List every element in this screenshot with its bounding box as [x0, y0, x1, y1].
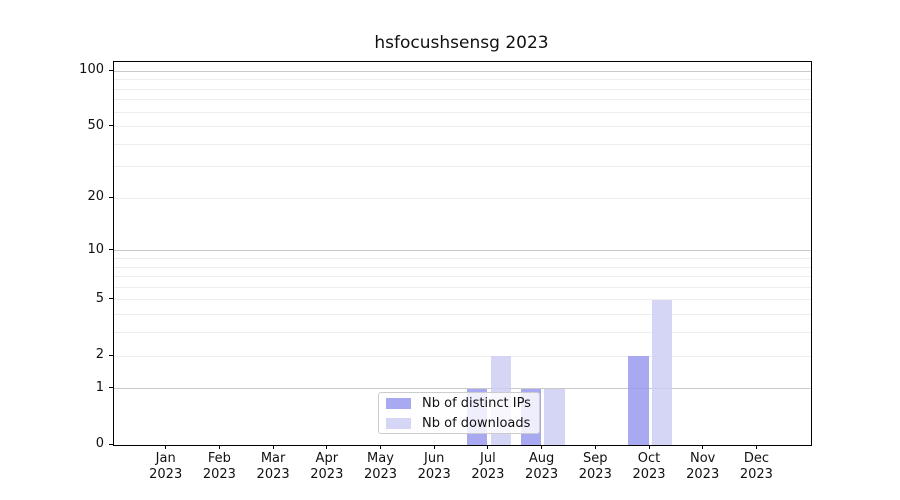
legend-label: Nb of distinct IPs [422, 395, 531, 411]
gridline-minor [114, 197, 811, 199]
x-tick-label: Apr 2023 [299, 451, 355, 483]
x-tick-mark [594, 445, 596, 449]
x-tick-label: Aug 2023 [514, 451, 570, 483]
legend: Nb of distinct IPs Nb of downloads [378, 392, 540, 434]
x-tick-mark [165, 445, 167, 449]
x-tick-month: Nov [690, 451, 716, 466]
y-tick-label: 2 [95, 347, 104, 362]
bar-distinct-ips [628, 356, 649, 445]
x-tick-mark [702, 445, 704, 449]
x-tick-label: Dec 2023 [728, 451, 784, 483]
x-tick-label: Nov 2023 [675, 451, 731, 483]
gridline-major [114, 70, 811, 72]
x-tick-month: Apr [315, 451, 339, 466]
chart-title: hsfocushsensg 2023 [374, 33, 549, 53]
x-tick-year: 2023 [202, 467, 236, 482]
x-tick-mark [433, 445, 435, 449]
y-tick-mark [109, 387, 113, 389]
x-tick-mark [541, 445, 543, 449]
x-tick-year: 2023 [578, 467, 612, 482]
y-tick-mark [109, 354, 113, 356]
gridline-minor [114, 286, 811, 288]
gridline-minor [114, 332, 811, 334]
gridline-minor [114, 355, 811, 357]
x-tick-month: Jan [155, 451, 176, 466]
gridline-major [114, 250, 811, 252]
x-tick-mark [648, 445, 650, 449]
gridline-minor [114, 111, 811, 113]
x-tick-mark [755, 445, 757, 449]
y-tick-mark [109, 125, 113, 127]
legend-item: Nb of downloads [386, 415, 539, 431]
x-tick-month: Dec [743, 451, 769, 466]
x-tick-month: Oct [637, 451, 661, 466]
legend-swatch-downloads [386, 417, 411, 429]
y-tick-mark [109, 69, 113, 71]
x-tick-month: Sep [583, 451, 608, 466]
x-tick-label: Jun 2023 [406, 451, 462, 483]
gridline-minor [114, 166, 811, 168]
y-tick-mark [109, 196, 113, 198]
gridline-minor [114, 299, 811, 301]
bar-downloads [544, 388, 565, 445]
y-tick-label: 10 [87, 241, 104, 257]
x-tick-year: 2023 [471, 467, 505, 482]
x-tick-year: 2023 [256, 467, 290, 482]
x-tick-mark [487, 445, 489, 449]
x-tick-month: Jun [424, 451, 445, 466]
gridline-minor [114, 143, 811, 145]
bar-downloads [651, 299, 673, 445]
x-tick-year: 2023 [310, 467, 344, 482]
y-tick-mark [109, 249, 113, 251]
x-tick-year: 2023 [739, 467, 773, 482]
x-tick-label: Oct 2023 [621, 451, 677, 483]
gridline-major [114, 388, 811, 390]
x-tick-mark [218, 445, 220, 449]
y-tick-label: 20 [87, 189, 104, 205]
plot-area [113, 61, 812, 446]
x-tick-label: Sep 2023 [567, 451, 623, 483]
y-tick-mark [109, 298, 113, 300]
gridline-minor [114, 88, 811, 90]
x-tick-label: Jan 2023 [138, 451, 194, 483]
x-tick-year: 2023 [417, 467, 451, 482]
x-tick-label: May 2023 [353, 451, 409, 483]
x-tick-month: Mar [260, 451, 286, 466]
x-tick-year: 2023 [149, 467, 183, 482]
x-tick-month: May [367, 451, 394, 466]
x-tick-label: Mar 2023 [245, 451, 301, 483]
y-tick-mark [109, 443, 113, 445]
gridline-minor [114, 99, 811, 101]
legend-swatch-distinct-ips [386, 397, 411, 409]
gridline-minor [114, 276, 811, 278]
x-tick-month: Jul [480, 451, 496, 466]
x-tick-mark [272, 445, 274, 449]
x-tick-month: Feb [207, 451, 231, 466]
x-tick-label: Feb 2023 [191, 451, 247, 483]
y-tick-label: 100 [79, 62, 104, 78]
gridline-minor [114, 79, 811, 81]
x-tick-mark [326, 445, 328, 449]
x-tick-year: 2023 [632, 467, 666, 482]
legend-item: Nb of distinct IPs [386, 395, 539, 411]
gridline-minor [114, 126, 811, 128]
x-tick-year: 2023 [525, 467, 559, 482]
x-tick-year: 2023 [686, 467, 720, 482]
y-tick-label: 0 [95, 436, 104, 451]
y-tick-label: 50 [87, 117, 104, 133]
legend-label: Nb of downloads [422, 415, 531, 431]
y-tick-label: 1 [95, 379, 104, 395]
gridline-minor [114, 257, 811, 259]
x-tick-year: 2023 [363, 467, 398, 482]
x-tick-mark [380, 445, 381, 449]
y-tick-label: 5 [95, 290, 104, 306]
x-tick-label: Jul 2023 [460, 451, 516, 483]
gridline-minor [114, 266, 811, 268]
gridline-minor [114, 314, 811, 316]
x-tick-month: Aug [528, 451, 555, 466]
